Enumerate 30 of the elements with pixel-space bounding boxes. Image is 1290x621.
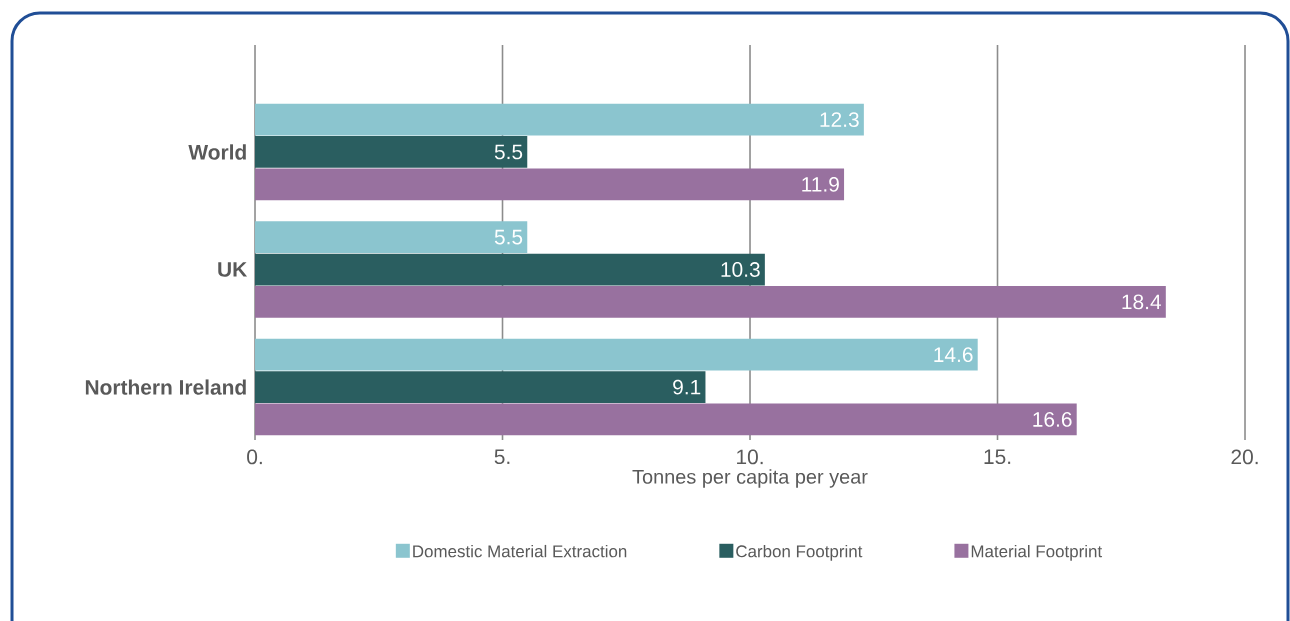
data-label: 9.1 [673, 379, 701, 395]
legend-label: Material Footprint [971, 544, 1103, 561]
data-label: 5.5 [494, 144, 523, 160]
x-tick-label: 20. [1231, 449, 1258, 465]
bar [255, 403, 1077, 436]
data-label: 5.5 [494, 229, 523, 245]
y-tick-label: Northern Ireland [85, 379, 246, 395]
legend-label: Domestic Material Extraction [413, 544, 627, 558]
x-tick-label: 0. [247, 449, 262, 465]
data-label: 12.3 [820, 112, 859, 127]
data-label: 16.6 [1033, 412, 1072, 427]
x-axis-title: Tonnes per capita per year [632, 469, 868, 488]
data-label: 14.6 [934, 347, 973, 363]
x-tick-label: 5. [494, 449, 510, 465]
bar [255, 168, 845, 201]
bar [255, 136, 528, 168]
bar [255, 221, 528, 254]
bar [255, 286, 1166, 318]
y-tick-label: World [188, 144, 246, 160]
data-label: 10.3 [721, 262, 760, 277]
data-label: 11.9 [802, 176, 839, 192]
x-tick-label: 15. [984, 449, 1011, 465]
legend-label: Carbon Footprint [736, 544, 863, 561]
y-tick-label: UK [218, 262, 248, 277]
bar [255, 338, 978, 371]
bar [255, 253, 765, 286]
data-label: 18.4 [1122, 294, 1161, 310]
x-tick-label: 10. [737, 449, 763, 465]
bar [255, 103, 864, 136]
bar [255, 371, 706, 403]
